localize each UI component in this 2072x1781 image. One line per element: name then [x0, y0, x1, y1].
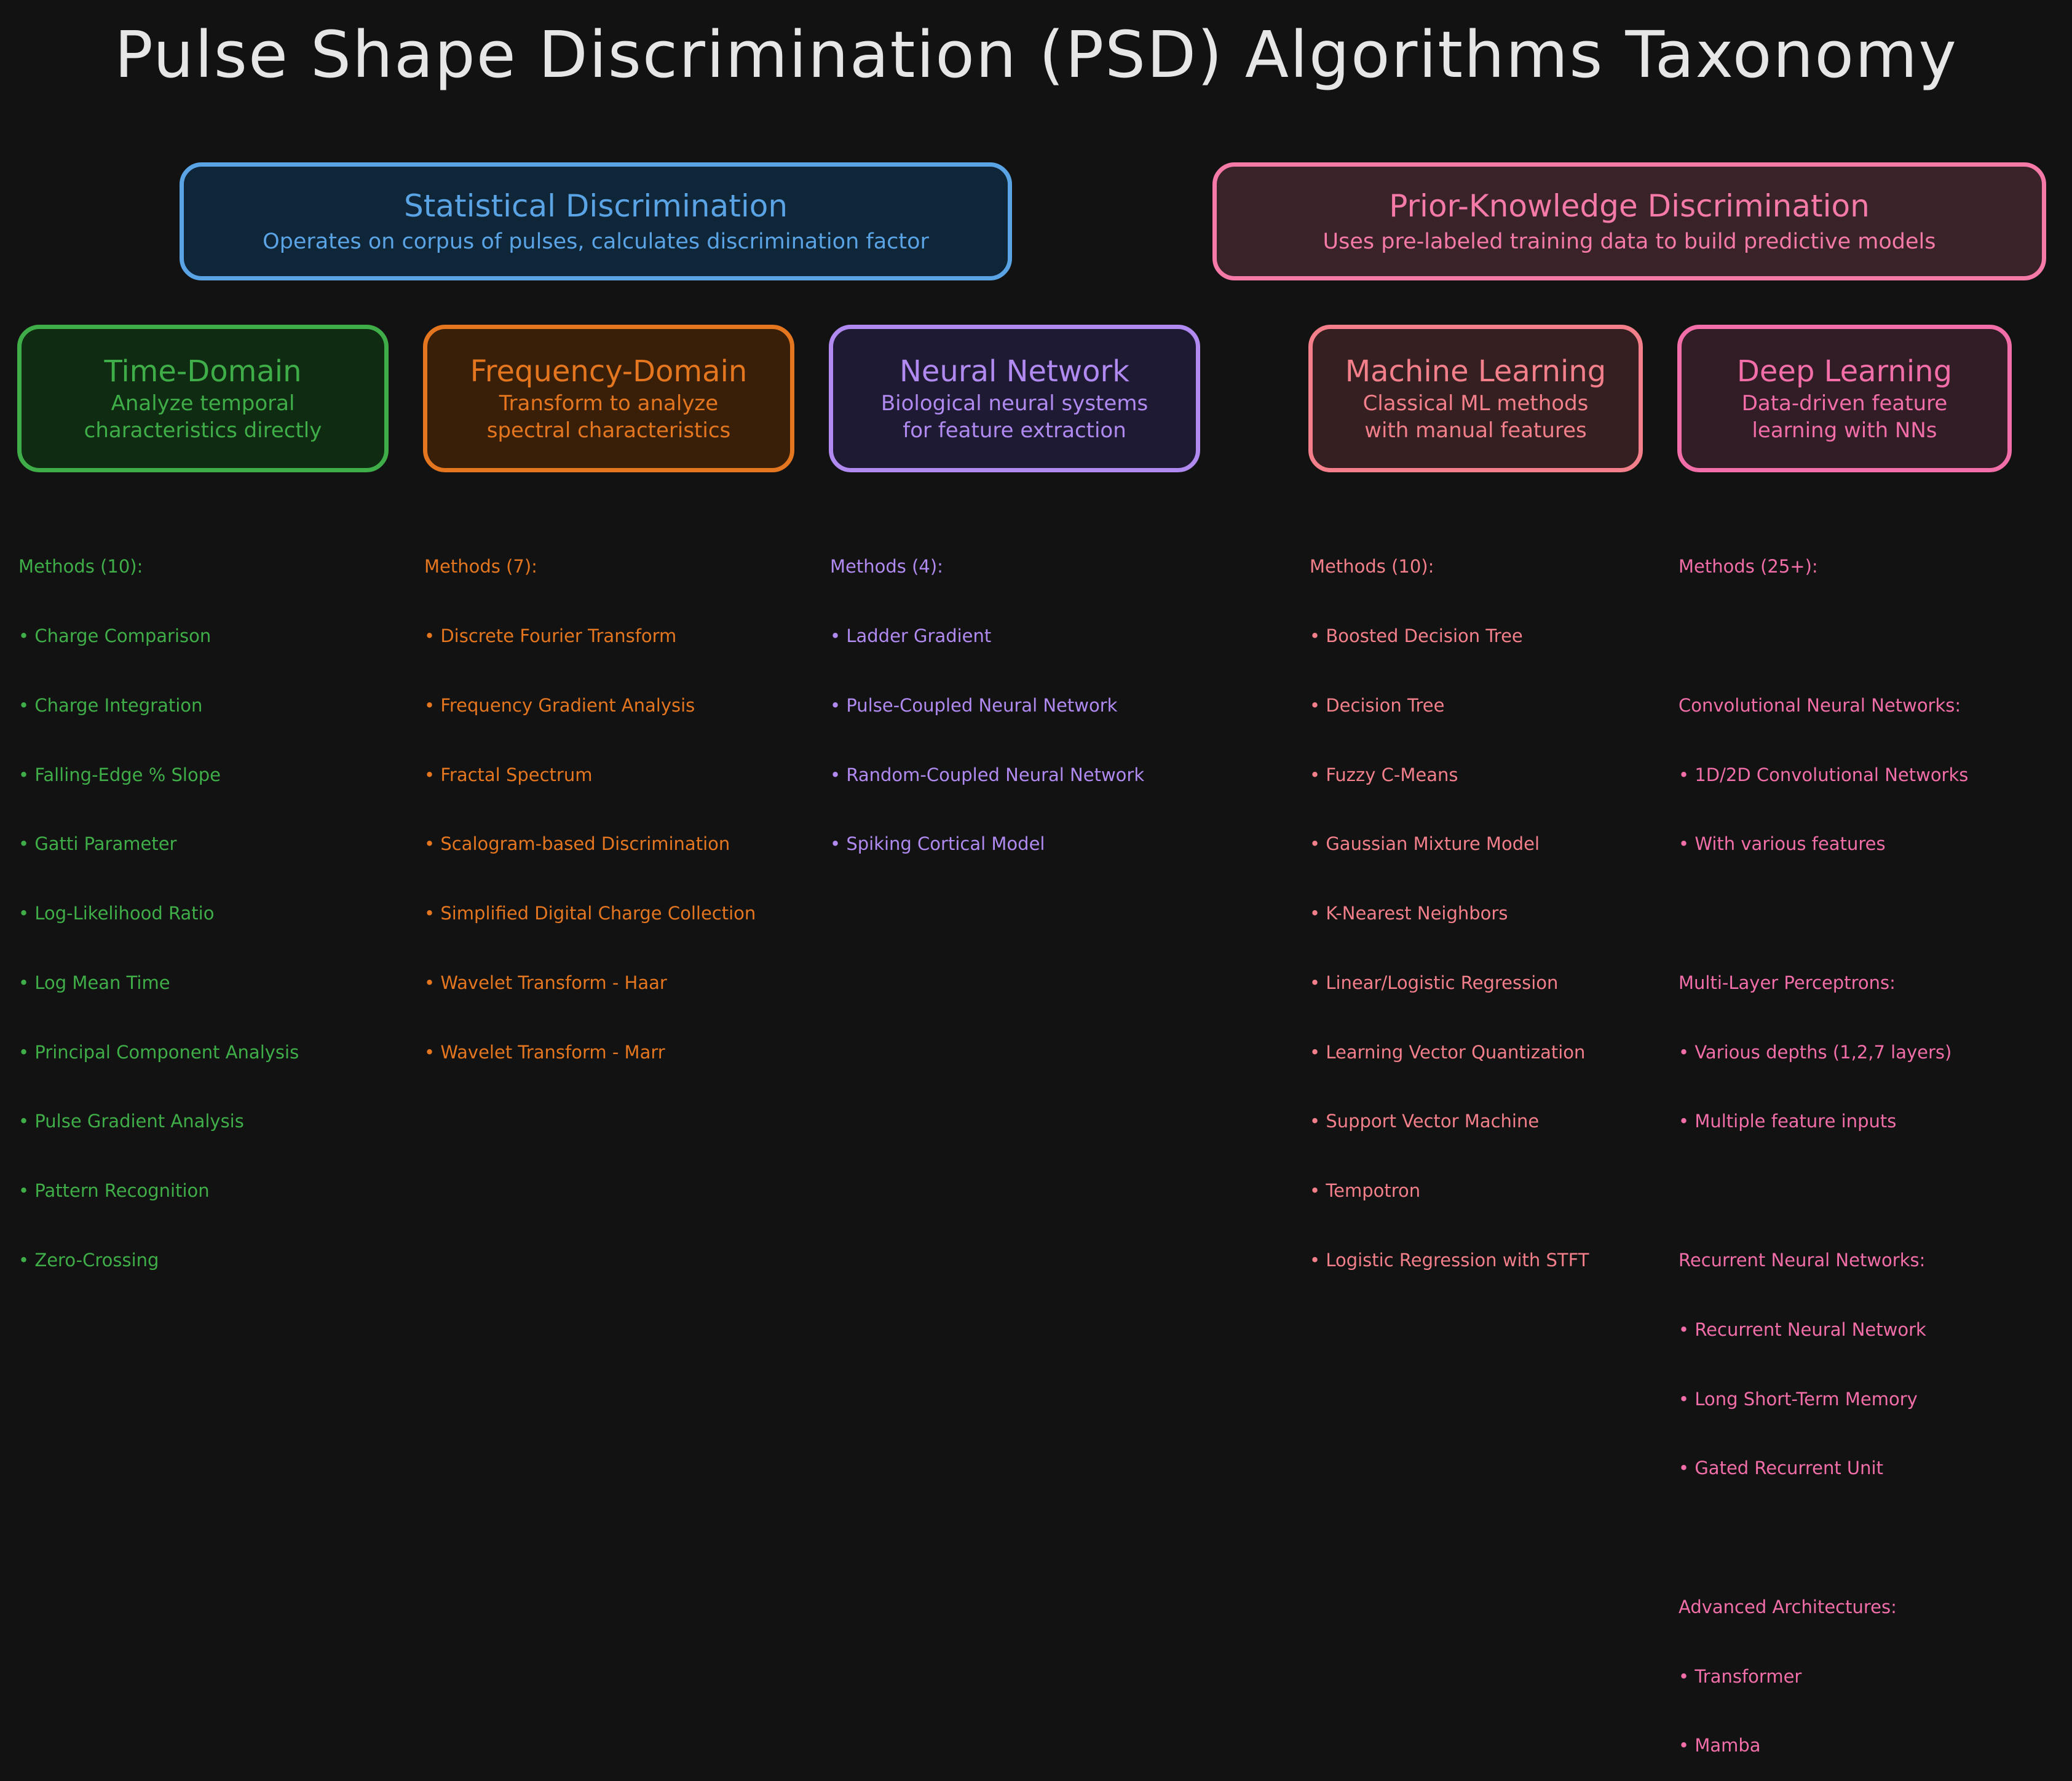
deep-learning-desc-line1: Data-driven feature — [1741, 391, 1948, 416]
list-item: Various depths (1,2,7 layers) — [1679, 1041, 1968, 1065]
neural-network-title: Neural Network — [899, 354, 1129, 389]
methods-header: Methods (25+): — [1679, 556, 1818, 577]
statistical-description: Operates on corpus of pulses, calculates… — [263, 229, 929, 254]
list-item: Charge Comparison — [18, 625, 299, 648]
list-item: Scalogram-based Discrimination — [424, 833, 756, 856]
list-item: Frequency Gradient Analysis — [424, 694, 756, 718]
group-header: Advanced Architectures: — [1679, 1596, 1897, 1617]
deep-learning-methods: Methods (25+): Convolutional Neural Netw… — [1679, 509, 1968, 1781]
neural-network-box: Neural Network Biological neural systems… — [829, 325, 1200, 472]
list-item: Gated Recurrent Unit — [1679, 1457, 1968, 1480]
machine-learning-desc-line2: with manual features — [1364, 418, 1587, 443]
list-item: Boosted Decision Tree — [1310, 625, 1589, 648]
list-item: Linear/Logistic Regression — [1310, 972, 1589, 995]
list-item: Wavelet Transform - Marr — [424, 1041, 756, 1065]
methods-header: Methods (7): — [424, 556, 537, 577]
list-item: Pattern Recognition — [18, 1180, 299, 1203]
group-header: Convolutional Neural Networks: — [1679, 694, 1961, 716]
deep-learning-box: Deep Learning Data-driven feature learni… — [1677, 325, 2012, 472]
list-item: Long Short-Term Memory — [1679, 1388, 1968, 1411]
list-item: With various features — [1679, 833, 1968, 856]
list-item: Fractal Spectrum — [424, 764, 756, 787]
list-item: Multiple feature inputs — [1679, 1110, 1968, 1133]
list-item: Fuzzy C-Means — [1310, 764, 1589, 787]
machine-learning-methods: Methods (10): Boosted Decision Tree Deci… — [1310, 509, 1589, 1295]
methods-header: Methods (10): — [18, 556, 143, 577]
list-item: Logistic Regression with STFT — [1310, 1249, 1589, 1272]
neural-network-desc-line1: Biological neural systems — [880, 391, 1149, 416]
list-item: Zero-Crossing — [18, 1249, 299, 1272]
prior-title: Prior-Knowledge Discrimination — [1389, 188, 1870, 224]
time-domain-methods: Methods (10): Charge Comparison Charge I… — [18, 509, 299, 1295]
prior-description: Uses pre-labeled training data to build … — [1323, 229, 1936, 254]
list-item: K-Nearest Neighbors — [1310, 902, 1589, 926]
group-header: Multi-Layer Perceptrons: — [1679, 972, 1896, 993]
list-item: Pulse-Coupled Neural Network — [830, 694, 1144, 718]
list-item: Principal Component Analysis — [18, 1041, 299, 1065]
frequency-domain-desc-line1: Transform to analyze — [499, 391, 719, 416]
group-header: Recurrent Neural Networks: — [1679, 1250, 1926, 1271]
machine-learning-title: Machine Learning — [1345, 354, 1607, 389]
list-item: Simplified Digital Charge Collection — [424, 902, 756, 926]
list-item: Discrete Fourier Transform — [424, 625, 756, 648]
list-item: Learning Vector Quantization — [1310, 1041, 1589, 1065]
methods-header: Methods (10): — [1310, 556, 1434, 577]
frequency-domain-desc-line2: spectral characteristics — [486, 418, 731, 443]
list-item: Wavelet Transform - Haar — [424, 972, 756, 995]
list-item: Log Mean Time — [18, 972, 299, 995]
machine-learning-desc-line1: Classical ML methods — [1362, 391, 1589, 416]
deep-learning-title: Deep Learning — [1736, 354, 1953, 389]
spacer — [1679, 1180, 1968, 1203]
diagram-title: Pulse Shape Discrimination (PSD) Algorit… — [114, 17, 1958, 92]
neural-network-methods: Methods (4): Ladder Gradient Pulse-Coupl… — [830, 509, 1144, 879]
list-item: Falling-Edge % Slope — [18, 764, 299, 787]
time-domain-box: Time-Domain Analyze temporal characteris… — [17, 325, 389, 472]
list-item: Charge Integration — [18, 694, 299, 718]
list-item: Support Vector Machine — [1310, 1110, 1589, 1133]
time-domain-desc-line1: Analyze temporal — [111, 391, 295, 416]
neural-network-desc-line2: for feature extraction — [903, 418, 1126, 443]
list-item: Tempotron — [1310, 1180, 1589, 1203]
spacer — [1679, 625, 1968, 648]
list-item: 1D/2D Convolutional Networks — [1679, 764, 1968, 787]
list-item: Pulse Gradient Analysis — [18, 1110, 299, 1133]
list-item: Ladder Gradient — [830, 625, 1144, 648]
list-item: Gatti Parameter — [18, 833, 299, 856]
prior-knowledge-discrimination-box: Prior-Knowledge Discrimination Uses pre-… — [1212, 162, 2046, 280]
list-item: Gaussian Mixture Model — [1310, 833, 1589, 856]
list-item: Mamba — [1679, 1734, 1968, 1758]
list-item: Random-Coupled Neural Network — [830, 764, 1144, 787]
list-item: Log-Likelihood Ratio — [18, 902, 299, 926]
statistical-title: Statistical Discrimination — [403, 188, 788, 224]
deep-learning-desc-line2: learning with NNs — [1752, 418, 1937, 443]
methods-header: Methods (4): — [830, 556, 943, 577]
frequency-domain-methods: Methods (7): Discrete Fourier Transform … — [424, 509, 756, 1087]
time-domain-title: Time-Domain — [104, 354, 302, 389]
machine-learning-box: Machine Learning Classical ML methods wi… — [1308, 325, 1643, 472]
list-item: Decision Tree — [1310, 694, 1589, 718]
spacer — [1679, 1526, 1968, 1550]
list-item: Transformer — [1679, 1665, 1968, 1689]
spacer — [1679, 902, 1968, 926]
frequency-domain-box: Frequency-Domain Transform to analyze sp… — [423, 325, 794, 472]
statistical-discrimination-box: Statistical Discrimination Operates on c… — [180, 162, 1012, 280]
list-item: Recurrent Neural Network — [1679, 1319, 1968, 1342]
frequency-domain-title: Frequency-Domain — [470, 354, 748, 389]
list-item: Spiking Cortical Model — [830, 833, 1144, 856]
time-domain-desc-line2: characteristics directly — [84, 418, 322, 443]
